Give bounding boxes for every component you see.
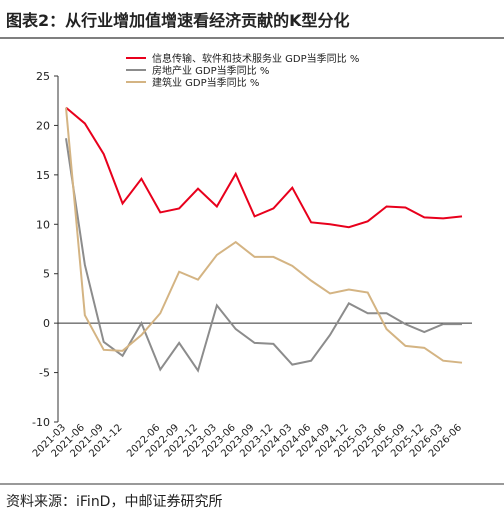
legend-label: 建筑业 GDP当季同比 % [152,76,259,89]
y-tick-label: -10 [32,416,50,429]
legend-label: 信息传输、软件和技术服务业 GDP当季同比 % [152,52,359,65]
y-tick-label: 15 [36,169,50,182]
y-tick-label: -5 [39,367,50,380]
series-line [65,138,462,373]
series-line [65,106,463,229]
y-tick-label: 20 [36,119,50,132]
y-tick-label: 5 [43,268,50,281]
source: 资料来源：iFinD，中邮证券研究所 [6,494,222,510]
legend-label: 房地产业 GDP当季同比 % [152,64,269,77]
series-line [65,107,463,364]
chart-title: 图表2：从行业增加值增速看经济贡献的K型分化 [6,11,350,30]
y-tick-label: 25 [36,70,50,83]
y-tick-label: 0 [43,317,50,330]
y-tick-label: 10 [36,218,50,231]
